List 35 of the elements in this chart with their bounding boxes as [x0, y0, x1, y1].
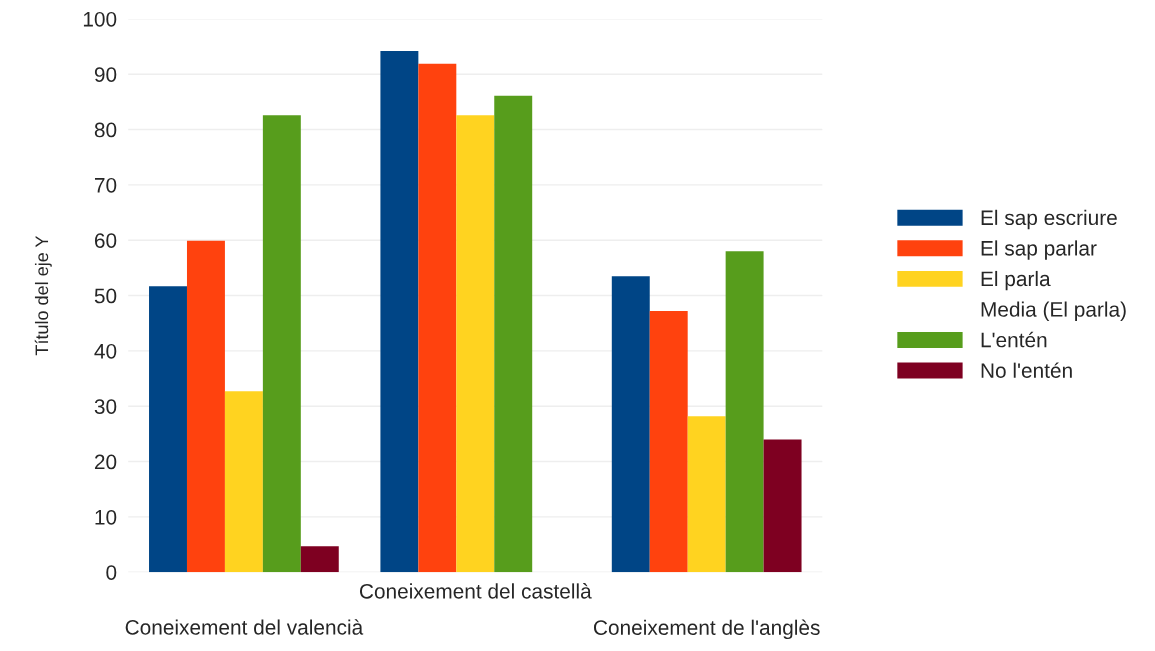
- x-tick-label: Coneixement de l'anglès: [593, 619, 820, 640]
- legend-label: El parla: [981, 270, 1051, 291]
- y-tick-label: 100: [83, 11, 117, 27]
- bar: [262, 115, 301, 573]
- text: Media (El parla): [981, 301, 1126, 321]
- y-tick-label: 30: [94, 399, 117, 414]
- bar: [456, 115, 495, 573]
- bar: [649, 311, 688, 573]
- bar: [186, 240, 225, 573]
- bar: [300, 546, 339, 573]
- y-tick-label: 10: [95, 509, 117, 525]
- bar: [611, 276, 650, 573]
- bar: [224, 391, 263, 573]
- legend-label: No l'entén: [981, 362, 1072, 378]
- y-tick-label: 80: [94, 122, 117, 138]
- legend-label: El sap escriure: [981, 209, 1117, 230]
- y-tick-label: 0: [106, 565, 117, 580]
- legend-label: El sap parlar: [981, 240, 1097, 260]
- y-tick-label: 90: [94, 67, 117, 82]
- x-tick-label: Coneixement del castellà: [359, 583, 592, 599]
- y-tick-label: 60: [94, 233, 117, 248]
- bar: [418, 63, 457, 573]
- x-tick-label: Coneixement del valencià: [125, 619, 364, 635]
- legend-label: L'entén: [981, 331, 1047, 348]
- y-tick-label: 50: [94, 288, 117, 304]
- y-tick-label: 70: [94, 177, 117, 193]
- bar: [380, 50, 419, 573]
- y-tick-label: 20: [94, 454, 117, 470]
- bar: [763, 439, 802, 573]
- y-tick-label: 40: [94, 343, 117, 359]
- y-axis-title: Título del eje Y: [34, 235, 52, 356]
- bar: [687, 416, 726, 573]
- bar: [494, 95, 533, 573]
- bar: [725, 251, 764, 573]
- bar: [149, 286, 187, 573]
